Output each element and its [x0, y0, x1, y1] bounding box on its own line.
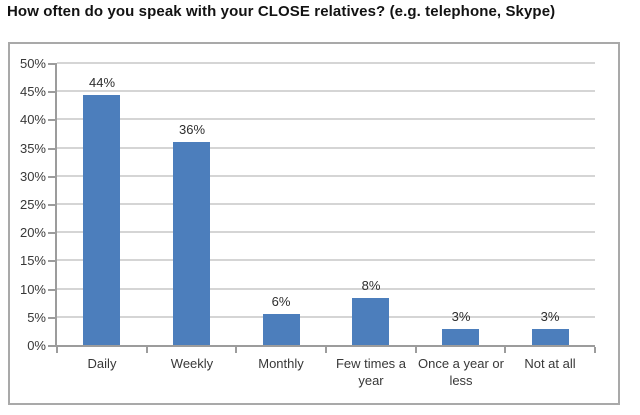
- y-axis-tick-label: 5%: [27, 310, 46, 325]
- y-axis-tick-label: 20%: [19, 225, 46, 240]
- bar-value-label: 8%: [361, 278, 381, 293]
- x-axis-tick: [146, 347, 148, 353]
- y-axis-tick: [48, 317, 57, 319]
- y-axis-tick-label: 0%: [27, 338, 46, 353]
- y-axis-tick-label: 15%: [19, 253, 46, 268]
- bar-value-label: 6%: [271, 294, 291, 309]
- bar: [442, 329, 479, 345]
- y-axis-tick: [48, 232, 57, 234]
- x-axis-tick: [594, 347, 596, 353]
- x-axis-tick: [235, 347, 237, 353]
- y-axis-tick-label: 40%: [19, 112, 46, 127]
- y-axis-tick: [48, 260, 57, 262]
- y-axis-tick-label: 30%: [19, 169, 46, 184]
- bar: [263, 314, 300, 345]
- x-category-label: Daily: [87, 356, 117, 371]
- y-axis-tick-label: 45%: [19, 84, 46, 99]
- y-axis-tick: [48, 176, 57, 178]
- bar-value-label: 3%: [451, 309, 471, 324]
- y-axis-tick-label: 50%: [19, 56, 46, 71]
- x-axis-line: [55, 345, 595, 347]
- bar-value-label: 3%: [540, 309, 560, 324]
- bar: [173, 142, 210, 345]
- y-axis-tick-label: 10%: [19, 282, 46, 297]
- gridline: [57, 147, 595, 149]
- bar-value-label: 44%: [88, 75, 116, 90]
- y-axis-tick: [48, 148, 57, 150]
- x-axis-tick: [56, 347, 58, 353]
- gridline: [57, 175, 595, 177]
- page-title: How often do you speak with your CLOSE r…: [7, 3, 556, 20]
- y-axis-tick: [48, 289, 57, 291]
- x-category-label: Not at all: [524, 356, 576, 371]
- bar-value-label: 36%: [178, 122, 206, 137]
- gridline: [57, 288, 595, 290]
- plot-area: 0% 5% 10% 15% 20% 25% 30% 35% 40% 45% 50% 44% Daily 3…: [10, 44, 618, 403]
- x-category-label: Weekly: [170, 356, 214, 371]
- x-category-label: Monthly: [258, 356, 304, 371]
- x-category-label: Once a year or less: [418, 356, 504, 388]
- y-axis-tick-label: 35%: [19, 141, 46, 156]
- y-axis-tick: [48, 119, 57, 121]
- bar: [352, 298, 389, 345]
- y-axis-tick: [48, 345, 57, 347]
- gridline: [57, 90, 595, 92]
- gridline: [57, 62, 595, 64]
- x-axis-tick: [415, 347, 417, 353]
- gridline: [57, 231, 595, 233]
- x-category-label: Few times a year: [335, 356, 407, 388]
- gridline: [57, 118, 595, 120]
- y-axis-tick: [48, 63, 57, 65]
- bar: [532, 329, 569, 345]
- y-axis-tick: [48, 204, 57, 206]
- bar: [83, 95, 120, 345]
- gridline: [57, 203, 595, 205]
- x-axis-tick: [325, 347, 327, 353]
- y-axis-tick: [48, 91, 57, 93]
- gridline: [57, 316, 595, 318]
- x-axis-tick: [504, 347, 506, 353]
- y-axis-tick-label: 25%: [19, 197, 46, 212]
- gridline: [57, 259, 595, 261]
- chart-frame: 0% 5% 10% 15% 20% 25% 30% 35% 40% 45% 50% 44% Daily 3…: [8, 42, 620, 405]
